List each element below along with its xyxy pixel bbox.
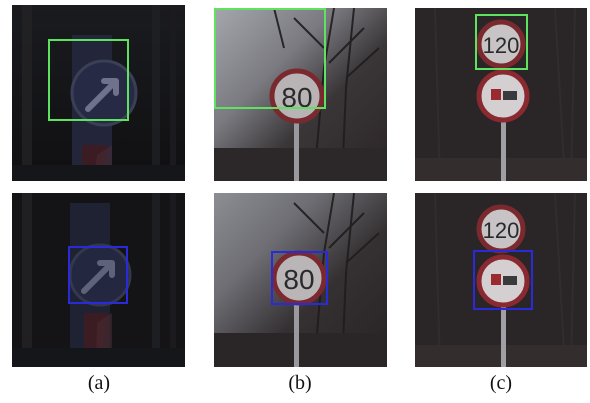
speed-sign-text: 120 — [483, 218, 520, 243]
tracking-box-blue — [68, 246, 128, 304]
scene-c-top: 120 — [415, 8, 587, 181]
detection-box-green — [48, 39, 129, 121]
panel-a-top — [12, 5, 185, 181]
caption-b: (b) — [288, 372, 312, 394]
caption-c: (c) — [489, 372, 513, 394]
tracking-box-blue — [473, 250, 533, 310]
speed-sign-text: 120 — [483, 33, 520, 58]
scene-a-top — [12, 5, 185, 181]
panel-b-bottom: 80 — [214, 193, 387, 367]
panel-a-bottom — [12, 193, 185, 367]
caption-a: (a) — [87, 372, 111, 394]
detection-box-green — [214, 8, 326, 109]
scene-b-top: 80 — [214, 8, 387, 181]
speed-sign-text: 80 — [283, 264, 314, 295]
panel-c-top: 120 — [415, 8, 587, 181]
scene-c-bottom: 120 — [415, 193, 587, 367]
scene-b-bottom: 80 — [214, 193, 387, 367]
scene-a-bottom — [12, 193, 185, 367]
detection-box-green — [475, 14, 528, 70]
tracking-box-blue — [271, 251, 328, 305]
panel-b-top: 80 — [214, 8, 387, 181]
panel-c-bottom: 120 — [415, 193, 587, 367]
